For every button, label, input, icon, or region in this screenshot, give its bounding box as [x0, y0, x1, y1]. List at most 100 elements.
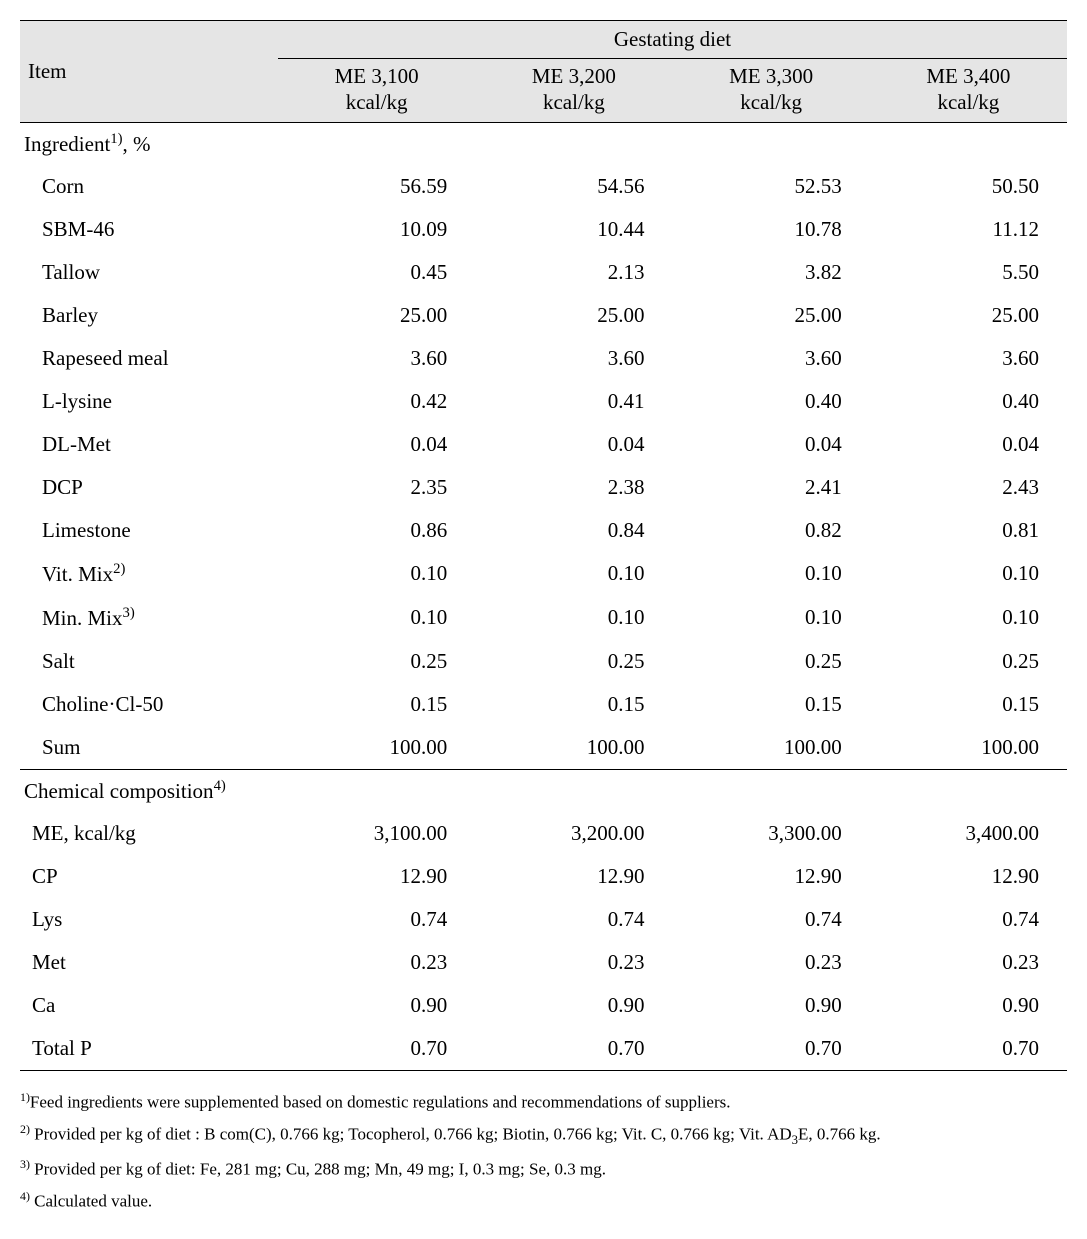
- row-value-cell: 0.40: [870, 380, 1067, 423]
- row-value-cell: 50.50: [870, 165, 1067, 208]
- row-name-cell: Corn: [20, 165, 278, 208]
- row-value-cell: 0.10: [870, 552, 1067, 596]
- row-label: L-lysine: [42, 389, 112, 413]
- row-label: Ca: [32, 993, 55, 1017]
- row-value-cell: 10.78: [673, 208, 870, 251]
- row-value-cell: 3,300.00: [673, 812, 870, 855]
- row-label: Tallow: [42, 260, 100, 284]
- row-label: DL-Met: [42, 432, 111, 456]
- row-value-cell: 0.81: [870, 509, 1067, 552]
- row-value-cell: 54.56: [475, 165, 672, 208]
- row-value-cell: 12.90: [475, 855, 672, 898]
- row-label: Barley: [42, 303, 98, 327]
- row-label: Sum: [42, 735, 81, 759]
- table-row: Tallow0.452.133.825.50: [20, 251, 1067, 294]
- table-row: DL-Met0.040.040.040.04: [20, 423, 1067, 466]
- row-name-cell: L-lysine: [20, 380, 278, 423]
- table-row: Vit. Mix2)0.100.100.100.10: [20, 552, 1067, 596]
- row-value-cell: 12.90: [278, 855, 475, 898]
- row-value-cell: 3,400.00: [870, 812, 1067, 855]
- header-col-1: ME 3,100kcal/kg: [278, 59, 475, 123]
- header-col-4: ME 3,400kcal/kg: [870, 59, 1067, 123]
- section-header-cell: Chemical composition4): [20, 769, 1067, 812]
- section-header-row: Ingredient1), %: [20, 122, 1067, 165]
- row-value-cell: 11.12: [870, 208, 1067, 251]
- row-value-cell: 0.10: [673, 596, 870, 640]
- row-value-cell: 10.09: [278, 208, 475, 251]
- row-value-cell: 25.00: [870, 294, 1067, 337]
- row-label: Corn: [42, 174, 84, 198]
- row-value-cell: 0.23: [870, 941, 1067, 984]
- row-name-cell: Rapeseed meal: [20, 337, 278, 380]
- row-value-cell: 0.74: [278, 898, 475, 941]
- row-value-cell: 0.25: [278, 640, 475, 683]
- row-value-cell: 2.43: [870, 466, 1067, 509]
- row-value-cell: 0.45: [278, 251, 475, 294]
- row-label: Min. Mix: [42, 606, 123, 630]
- section-header-row: Chemical composition4): [20, 769, 1067, 812]
- row-value-cell: 0.82: [673, 509, 870, 552]
- row-value-cell: 0.41: [475, 380, 672, 423]
- row-name-cell: CP: [20, 855, 278, 898]
- row-name-cell: ME, kcal/kg: [20, 812, 278, 855]
- row-value-cell: 0.10: [475, 596, 672, 640]
- row-name-cell: Barley: [20, 294, 278, 337]
- row-value-cell: 0.23: [278, 941, 475, 984]
- row-value-cell: 0.74: [673, 898, 870, 941]
- row-value-cell: 3,200.00: [475, 812, 672, 855]
- row-value-cell: 0.74: [870, 898, 1067, 941]
- row-value-cell: 0.90: [278, 984, 475, 1027]
- row-value-cell: 0.15: [278, 683, 475, 726]
- table-body: Ingredient1), % Corn 56.5954.5652.5350.50 S…: [20, 122, 1067, 1070]
- row-value-cell: 3,100.00: [278, 812, 475, 855]
- row-name-cell: SBM-46: [20, 208, 278, 251]
- row-name-cell: Met: [20, 941, 278, 984]
- table-row: Rapeseed meal3.603.603.603.60: [20, 337, 1067, 380]
- diet-table-container: Item Gestating diet ME 3,100kcal/kg ME 3…: [20, 20, 1067, 1217]
- row-value-cell: 0.04: [278, 423, 475, 466]
- table-row: L-lysine0.420.410.400.40: [20, 380, 1067, 423]
- row-value-cell: 0.25: [673, 640, 870, 683]
- row-value-cell: 2.41: [673, 466, 870, 509]
- row-value-cell: 0.10: [278, 596, 475, 640]
- row-value-cell: 0.04: [475, 423, 672, 466]
- header-col-3: ME 3,300kcal/kg: [673, 59, 870, 123]
- row-value-cell: 0.70: [278, 1027, 475, 1071]
- row-value-cell: 12.90: [673, 855, 870, 898]
- header-col-2: ME 3,200kcal/kg: [475, 59, 672, 123]
- row-label: Rapeseed meal: [42, 346, 169, 370]
- row-value-cell: 0.40: [673, 380, 870, 423]
- row-value-cell: 2.35: [278, 466, 475, 509]
- table-row: Salt0.250.250.250.25: [20, 640, 1067, 683]
- row-value-cell: 0.23: [673, 941, 870, 984]
- table-row: DCP2.352.382.412.43: [20, 466, 1067, 509]
- row-label: CP: [32, 864, 58, 888]
- table-row: Corn 56.5954.5652.5350.50: [20, 165, 1067, 208]
- row-value-cell: 0.15: [870, 683, 1067, 726]
- row-value-cell: 56.59: [278, 165, 475, 208]
- row-value-cell: 12.90: [870, 855, 1067, 898]
- table-row: Total P0.700.700.700.70: [20, 1027, 1067, 1071]
- row-value-cell: 0.84: [475, 509, 672, 552]
- table-row: Ca0.900.900.900.90: [20, 984, 1067, 1027]
- row-name-cell: Limestone: [20, 509, 278, 552]
- row-value-cell: 52.53: [673, 165, 870, 208]
- header-group: Gestating diet: [278, 21, 1067, 59]
- row-value-cell: 100.00: [475, 726, 672, 770]
- row-value-cell: 0.23: [475, 941, 672, 984]
- row-label: Choline·Cl-50: [42, 692, 163, 716]
- row-value-cell: 0.10: [673, 552, 870, 596]
- row-value-cell: 0.74: [475, 898, 672, 941]
- footnote-3: 3) Provided per kg of diet: Fe, 281 mg; …: [20, 1154, 1067, 1185]
- row-value-cell: 2.13: [475, 251, 672, 294]
- row-name-cell: Vit. Mix2): [20, 552, 278, 596]
- row-name-cell: Salt: [20, 640, 278, 683]
- row-name-cell: Tallow: [20, 251, 278, 294]
- row-value-cell: 25.00: [673, 294, 870, 337]
- row-value-cell: 0.10: [278, 552, 475, 596]
- row-value-cell: 100.00: [673, 726, 870, 770]
- row-value-cell: 0.25: [870, 640, 1067, 683]
- row-value-cell: 0.70: [475, 1027, 672, 1071]
- row-value-cell: 5.50: [870, 251, 1067, 294]
- row-name-cell: Min. Mix3): [20, 596, 278, 640]
